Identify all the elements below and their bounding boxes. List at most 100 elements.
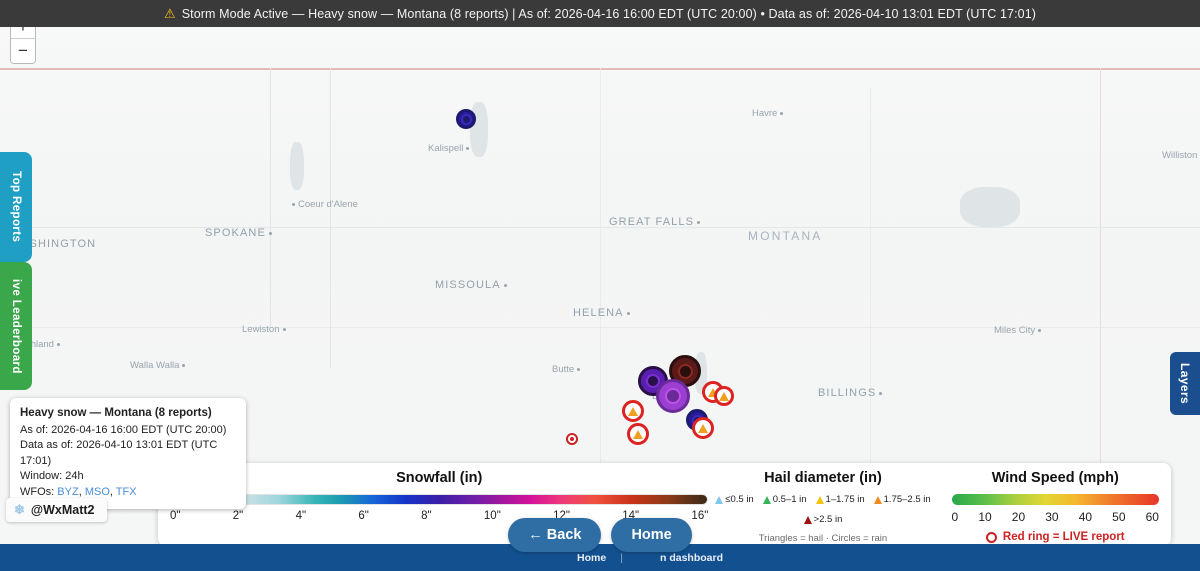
city-dot-icon [780, 111, 784, 115]
map-city-label: Coeur d'Alene [292, 199, 358, 210]
snowfall-tick: 10" [483, 510, 501, 522]
storm-mode-banner: ⚠ Storm Mode Active — Heavy snow — Monta… [0, 0, 1200, 27]
hail-key-item: 1–1.75 in [815, 494, 865, 505]
map-city-label: Lewiston [242, 324, 286, 335]
hail-triangle-icon [762, 495, 771, 504]
hail-triangle-icon [628, 406, 638, 416]
info-panel-wfos-label: WFOs: [20, 485, 55, 498]
zoom-out-button[interactable]: − [11, 39, 35, 63]
rain-report-marker[interactable] [456, 109, 476, 129]
hail-key-item: 0.5–1 in [762, 494, 807, 505]
wind-tick-labels: 0 10 20 30 40 50 60 [952, 510, 1159, 524]
road-line [600, 68, 601, 568]
hail-key-label: >2.5 in [813, 514, 843, 525]
map-city-label: Miles City [994, 325, 1042, 336]
tab-layers-label: Layers [1178, 362, 1192, 405]
wind-tick: 20 [1011, 510, 1026, 524]
home-button[interactable]: Home [611, 518, 692, 552]
map-city-label: MONTANA [748, 229, 823, 243]
wfo-link-mso[interactable]: MSO [84, 485, 110, 498]
marker-core [570, 437, 574, 441]
live-hail-report-marker[interactable] [692, 417, 714, 439]
tab-live-leaderboard-label: ive Leaderboard [10, 278, 22, 374]
footer-home-link[interactable]: Home [577, 551, 607, 564]
map-city-label: SPOKANE [205, 227, 272, 239]
map-city-label: BILLINGS [818, 387, 883, 399]
map-city-label: Kalispell [428, 143, 470, 154]
live-hail-report-marker[interactable] [622, 400, 644, 422]
legend-wind-title: Wind Speed (mph) [991, 470, 1119, 486]
city-dot-icon [626, 311, 630, 315]
wind-tick: 40 [1078, 510, 1093, 524]
storm-banner-text: Storm Mode Active — Heavy snow — Montana… [181, 6, 1037, 21]
city-dot-icon [697, 220, 701, 224]
hail-key-item: >2.5 in [803, 514, 843, 525]
lake-shape [960, 187, 1020, 227]
wfo-link-byz[interactable]: BYZ [57, 485, 79, 498]
marker-core [667, 390, 679, 402]
state-border [1100, 68, 1101, 568]
hail-triangle-icon [715, 495, 724, 504]
city-dot-icon [1038, 328, 1042, 332]
tab-top-reports[interactable]: Top Reports [0, 152, 32, 262]
map-city-label: HELENA [573, 307, 630, 319]
hail-triangle-icon [803, 515, 812, 524]
hail-key-label: 1.75–2.5 in [883, 494, 931, 505]
rain-report-marker[interactable] [656, 379, 690, 413]
legend-wind: Wind Speed (mph) 0 10 20 30 40 50 60 Red ring … [951, 470, 1159, 543]
legend-snowfall-title: Snowfall (in) [396, 470, 483, 486]
hail-triangle-icon [719, 391, 729, 401]
rain-report-marker[interactable] [566, 433, 578, 445]
live-report-note: Red ring = LIVE report [952, 531, 1159, 543]
marker-core [679, 365, 691, 377]
hail-shape-note: Triangles = hail · Circles = rain [758, 533, 888, 544]
author-handle: @WxMatt2 [30, 503, 95, 517]
info-panel-window: Window: 24h [20, 470, 84, 482]
tab-live-leaderboard[interactable]: ive Leaderboard [0, 262, 32, 390]
snowfall-tick: 2" [232, 510, 244, 522]
map-legend: Snowfall (in) 0" 2" 4" 6" 8" 10" 12" 14" 16" Hai… [158, 463, 1171, 546]
map-city-label: Richland [17, 339, 60, 350]
hail-triangle-icon [815, 495, 824, 504]
legend-hail-title: Hail diameter (in) [764, 470, 882, 486]
snowfall-tick: 16" [691, 510, 709, 522]
info-panel-title: Heavy snow — Montana (8 reports) [20, 407, 212, 419]
map-city-label: Williston [1162, 150, 1198, 161]
city-dot-icon [268, 231, 272, 235]
city-dot-icon [466, 146, 470, 150]
hail-triangle-icon [873, 495, 882, 504]
legend-snowfall: Snowfall (in) 0" 2" 4" 6" 8" 10" 12" 14" 16" [170, 470, 709, 522]
legend-hail: Hail diameter (in) ≤0.5 in 0.5–1 in 1–1.75… [708, 470, 937, 544]
live-hail-report-marker[interactable] [627, 423, 649, 445]
live-report-note-label: Red ring = LIVE report [1002, 531, 1125, 543]
hail-key-label: 0.5–1 in [772, 494, 807, 505]
red-ring-icon [985, 531, 997, 543]
map-canvas: PentictonKalispellHavreWillistonSPOKANEC… [0, 10, 1200, 571]
tab-layers[interactable]: Layers [1170, 352, 1200, 415]
map-nav-buttons: ← Back Home [0, 518, 1200, 552]
live-hail-report-marker[interactable] [714, 386, 734, 406]
report-info-panel: Heavy snow — Montana (8 reports) As of: … [10, 398, 246, 509]
city-dot-icon [282, 327, 286, 331]
map-city-label: Butte [552, 364, 581, 375]
author-watermark: ❄ @WxMatt2 [6, 498, 107, 522]
city-dot-icon [503, 283, 507, 287]
map-city-label: MISSOULA [435, 279, 507, 291]
hail-key-label: ≤0.5 in [725, 494, 754, 505]
info-panel-data-as-of: Data as of: 2026-04-10 13:01 EDT (UTC 17… [20, 439, 218, 467]
hail-triangle-icon [698, 423, 708, 433]
map-city-label: GREAT FALLS [609, 216, 701, 228]
hail-key-item: ≤0.5 in [715, 494, 754, 505]
info-panel-wfos: WFOs: BYZ, MSO, TFX [20, 485, 137, 498]
city-dot-icon [292, 202, 295, 206]
info-panel-as-of: As of: 2026-04-16 16:00 EDT (UTC 20:00) [20, 423, 227, 436]
wind-tick: 50 [1112, 510, 1126, 524]
wfo-link-tfx[interactable]: TFX [115, 485, 137, 498]
city-dot-icon [56, 342, 60, 346]
hail-size-key: ≤0.5 in 0.5–1 in 1–1.75 in 1.75–2.5 in >2.5 … [708, 494, 937, 525]
city-dot-icon [879, 391, 883, 395]
footer-dashboard-link[interactable]: n dashboard [660, 551, 724, 564]
back-button[interactable]: ← Back [508, 518, 602, 552]
snowfall-tick: 8" [421, 510, 432, 522]
